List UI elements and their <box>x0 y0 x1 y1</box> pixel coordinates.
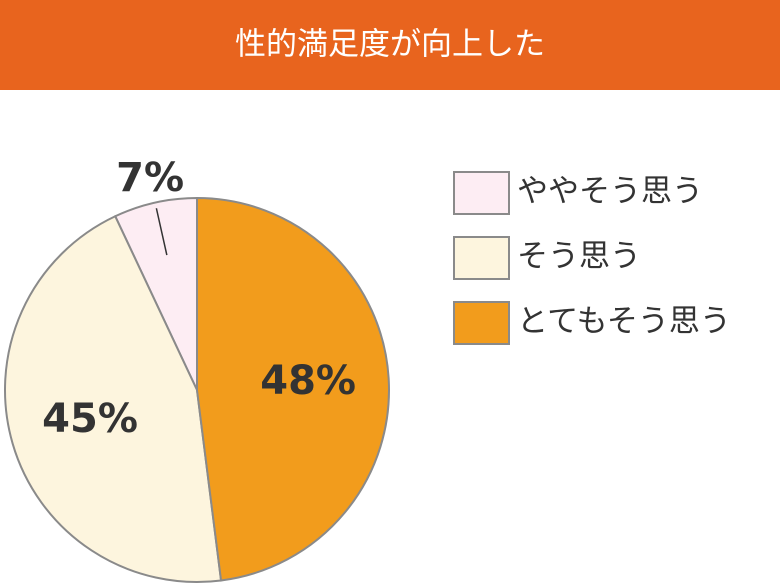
chart-title: 性的満足度が向上した <box>235 27 545 63</box>
legend-swatch <box>453 236 510 280</box>
data-label: 45% <box>42 396 138 442</box>
data-label: 48% <box>260 358 356 404</box>
legend-label: そう思う <box>517 239 641 275</box>
legend-label: ややそう思う <box>517 174 703 210</box>
header-band <box>0 0 780 90</box>
legend-swatch <box>453 171 510 215</box>
data-label: 7% <box>116 155 184 201</box>
legend-label: とてもそう思う <box>517 304 731 340</box>
legend-swatch <box>453 301 510 345</box>
pie-slice <box>4 214 223 583</box>
pie-slice <box>196 196 390 582</box>
leader-line <box>155 208 168 256</box>
